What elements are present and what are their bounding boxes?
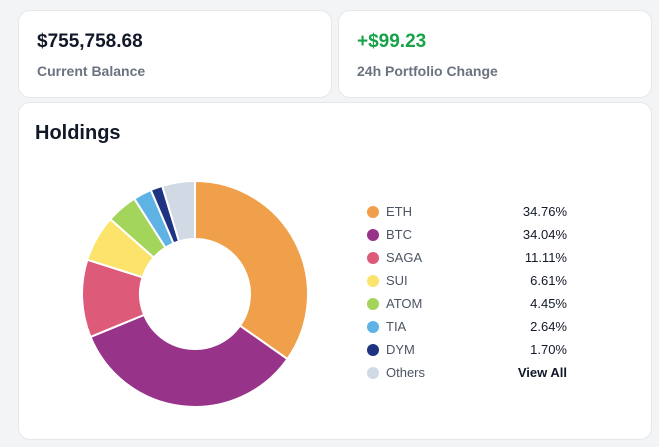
legend-name-sui: SUI [386,273,408,288]
legend-percent-tia: 2.64% [530,319,567,334]
legend-item-saga: SAGA 11.11% [367,248,567,268]
legend-name-atom: ATOM [386,296,423,311]
donut-slice-others [160,179,196,243]
legend-item-dym: DYM 1.70% [367,340,567,360]
legend-percent-btc: 34.04% [522,227,567,242]
legend-item-others: Others View All [367,363,567,383]
legend-name-dym: DYM [386,342,415,357]
legend-item-tia: TIA 2.64% [367,317,567,337]
current-balance-value: $755,758.68 [37,31,143,52]
portfolio-change-label: 24h Portfolio Change [357,63,498,79]
holdings-title: Holdings [35,122,121,144]
holdings-card: Holdings ETH 34.76% BTC 34.04% SAGA 11.1… [18,102,652,440]
legend-item-btc: BTC 34.04% [367,225,567,245]
legend-dot-saga [367,252,379,264]
current-balance-card: $755,758.68 Current Balance [18,10,332,98]
legend-dot-dym [367,344,379,356]
legend-name-others: Others [386,365,426,380]
legend-name-btc: BTC [386,227,412,242]
legend-percent-atom: 4.45% [530,296,567,311]
donut-slice-btc [89,313,289,408]
portfolio-change-card: +$99.23 24h Portfolio Change [338,10,652,98]
legend-percent-sui: 6.61% [530,273,567,288]
legend-item-atom: ATOM 4.45% [367,294,567,314]
legend-dot-eth [367,206,379,218]
portfolio-change-value: +$99.23 [357,31,427,52]
legend-dot-others [367,367,379,379]
legend-dot-atom [367,298,379,310]
legend-percent-eth: 34.76% [522,204,567,219]
view-all-link[interactable]: View All [517,365,567,380]
legend-item-sui: SUI 6.61% [367,271,567,291]
current-balance-label: Current Balance [37,63,146,79]
legend-name-tia: TIA [386,319,407,334]
legend-dot-btc [367,229,379,241]
legend-name-eth: ETH [386,204,412,219]
legend-dot-sui [367,275,379,287]
legend-percent-dym: 1.70% [530,342,567,357]
donut-slice-eth [194,179,309,361]
holdings-donut-chart [81,179,309,408]
legend-dot-tia [367,321,379,333]
legend-percent-saga: 11.11% [524,250,567,265]
legend-item-eth: ETH 34.76% [367,202,567,222]
legend-name-saga: SAGA [386,250,423,265]
